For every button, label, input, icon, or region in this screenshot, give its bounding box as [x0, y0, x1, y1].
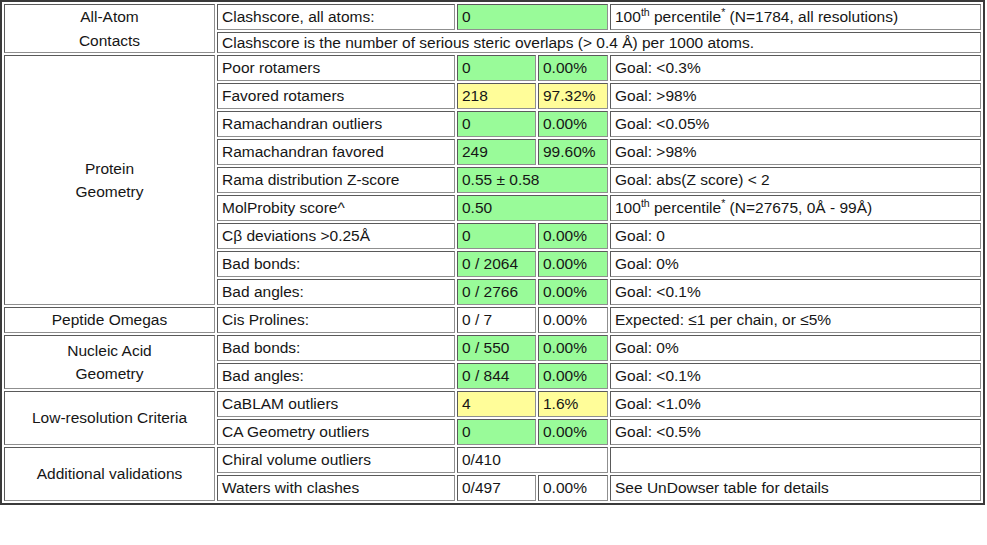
percent-cell: 0.00% [538, 335, 608, 361]
metric-cell: Ramachandran favored [217, 139, 455, 165]
value-cell: 218 [457, 83, 536, 109]
metric-cell: Poor rotamers [217, 55, 455, 81]
percent-cell: 0.00% [538, 475, 608, 501]
section-label: All-Atom [80, 8, 139, 25]
section-label-cell: Protein Geometry [4, 55, 215, 305]
goal-cell: Goal: >98% [610, 139, 981, 165]
goal-cell: Goal: <0.3% [610, 55, 981, 81]
table-row: Peptide Omegas Cis Prolines:0 / 70.00%Exp… [4, 307, 981, 333]
metric-cell: Chiral volume outliers [217, 447, 455, 473]
percent-cell: 97.32% [538, 83, 608, 109]
goal-cell: Goal: 0% [610, 251, 981, 277]
goal-text: percentile [650, 8, 722, 25]
value-cell: 0/410 [457, 447, 608, 473]
goal-cell: Goal: 0% [610, 335, 981, 361]
note-cell: Clashscore is the number of serious ster… [217, 32, 981, 53]
section-label: Geometry [75, 365, 143, 382]
value-cell: 0 / 550 [457, 335, 536, 361]
validation-table-body: All-AtomContactsClashscore, all atoms:01… [4, 4, 981, 501]
percent-cell: 0.00% [538, 111, 608, 137]
percent-cell: 0.00% [538, 251, 608, 277]
goal-cell: Goal: <1.0% [610, 391, 981, 417]
table-row: Nucleic AcidGeometryBad bonds:0 / 5500.0… [4, 335, 981, 361]
value-cell: 0 / 2766 [457, 279, 536, 305]
percent-cell: 0.00% [538, 307, 608, 333]
goal-text: (N=1784, all resolutions) [725, 8, 898, 25]
goal-text: 100 [615, 8, 641, 25]
value-cell: 0 / 844 [457, 363, 536, 389]
value-cell: 4 [457, 391, 536, 417]
goal-cell: Goal: <0.1% [610, 363, 981, 389]
section-label: Nucleic Acid [67, 342, 151, 359]
goal-superscript: th [641, 197, 650, 209]
metric-cell: Cβ deviations >0.25Å [217, 223, 455, 249]
value-cell: 0 [457, 223, 536, 249]
section-label-cell: All-Atom Contacts [4, 4, 215, 53]
value-cell: 0 / 7 [457, 307, 536, 333]
goal-cell: Goal: <0.1% [610, 279, 981, 305]
value-cell: 249 [457, 139, 536, 165]
goal-cell: Goal: <0.05% [610, 111, 981, 137]
percent-cell: 99.60% [538, 139, 608, 165]
goal-text: 100 [615, 199, 641, 216]
metric-cell: Cis Prolines: [217, 307, 455, 333]
goal-cell: Goal: 0 [610, 223, 981, 249]
goal-superscript: th [641, 6, 650, 18]
section-label-cell: Additional validations [4, 447, 215, 501]
metric-cell: Bad angles: [217, 279, 455, 305]
percent-cell: 0.00% [538, 419, 608, 445]
value-cell: 0 [457, 111, 536, 137]
section-label-cell: Peptide Omegas [4, 307, 215, 333]
table-row: Low-resolution CriteriaCaBLAM outliers41… [4, 391, 981, 417]
goal-cell: Expected: ≤1 per chain, or ≤5% [610, 307, 981, 333]
metric-cell: Rama distribution Z-score [217, 167, 455, 193]
metric-cell: Clashscore, all atoms: [217, 4, 455, 30]
section-label: Protein [85, 160, 134, 177]
metric-cell: Bad bonds: [217, 251, 455, 277]
percent-cell: 1.6% [538, 391, 608, 417]
goal-cell: Goal: abs(Z score) < 2 [610, 167, 981, 193]
section-label: Peptide Omegas [52, 311, 167, 328]
metric-cell: Favored rotamers [217, 83, 455, 109]
table-row: All-AtomContactsClashscore, all atoms:01… [4, 4, 981, 30]
percent-cell: 0.00% [538, 279, 608, 305]
section-label: Geometry [75, 183, 143, 200]
percent-cell: 0.00% [538, 55, 608, 81]
percent-cell: 0.00% [538, 223, 608, 249]
value-cell: 0 [457, 4, 608, 30]
goal-cell: See UnDowser table for details [610, 475, 981, 501]
value-cell: 0.55 ± 0.58 [457, 167, 608, 193]
section-label-cell: Nucleic Acid Geometry [4, 335, 215, 389]
goal-cell: Goal: <0.5% [610, 419, 981, 445]
section-label: Low-resolution Criteria [32, 409, 187, 426]
percent-cell: 0.00% [538, 363, 608, 389]
goal-text: percentile [650, 199, 722, 216]
section-label: Contacts [79, 32, 140, 49]
value-cell: 0 [457, 55, 536, 81]
goal-text: (N=27675, 0Å - 99Å) [725, 199, 872, 216]
metric-cell: CaBLAM outliers [217, 391, 455, 417]
value-cell: 0 / 2064 [457, 251, 536, 277]
value-cell: 0/497 [457, 475, 536, 501]
goal-cell [610, 447, 981, 473]
goal-cell: 100th percentile* (N=1784, all resolutio… [610, 4, 981, 30]
metric-cell: Waters with clashes [217, 475, 455, 501]
value-cell: 0.50 [457, 195, 608, 221]
value-cell: 0 [457, 419, 536, 445]
metric-cell: Ramachandran outliers [217, 111, 455, 137]
section-label: Additional validations [37, 465, 183, 482]
metric-cell: Bad angles: [217, 363, 455, 389]
metric-cell: CA Geometry outliers [217, 419, 455, 445]
goal-cell: 100th percentile* (N=27675, 0Å - 99Å) [610, 195, 981, 221]
section-label-cell: Low-resolution Criteria [4, 391, 215, 445]
validation-summary-table: All-AtomContactsClashscore, all atoms:01… [0, 0, 985, 505]
metric-cell: Bad bonds: [217, 335, 455, 361]
table-row: Additional validationsChiral volume outl… [4, 447, 981, 473]
goal-cell: Goal: >98% [610, 83, 981, 109]
table-row: ProteinGeometryPoor rotamers00.00%Goal: … [4, 55, 981, 81]
metric-cell: MolProbity score^ [217, 195, 455, 221]
